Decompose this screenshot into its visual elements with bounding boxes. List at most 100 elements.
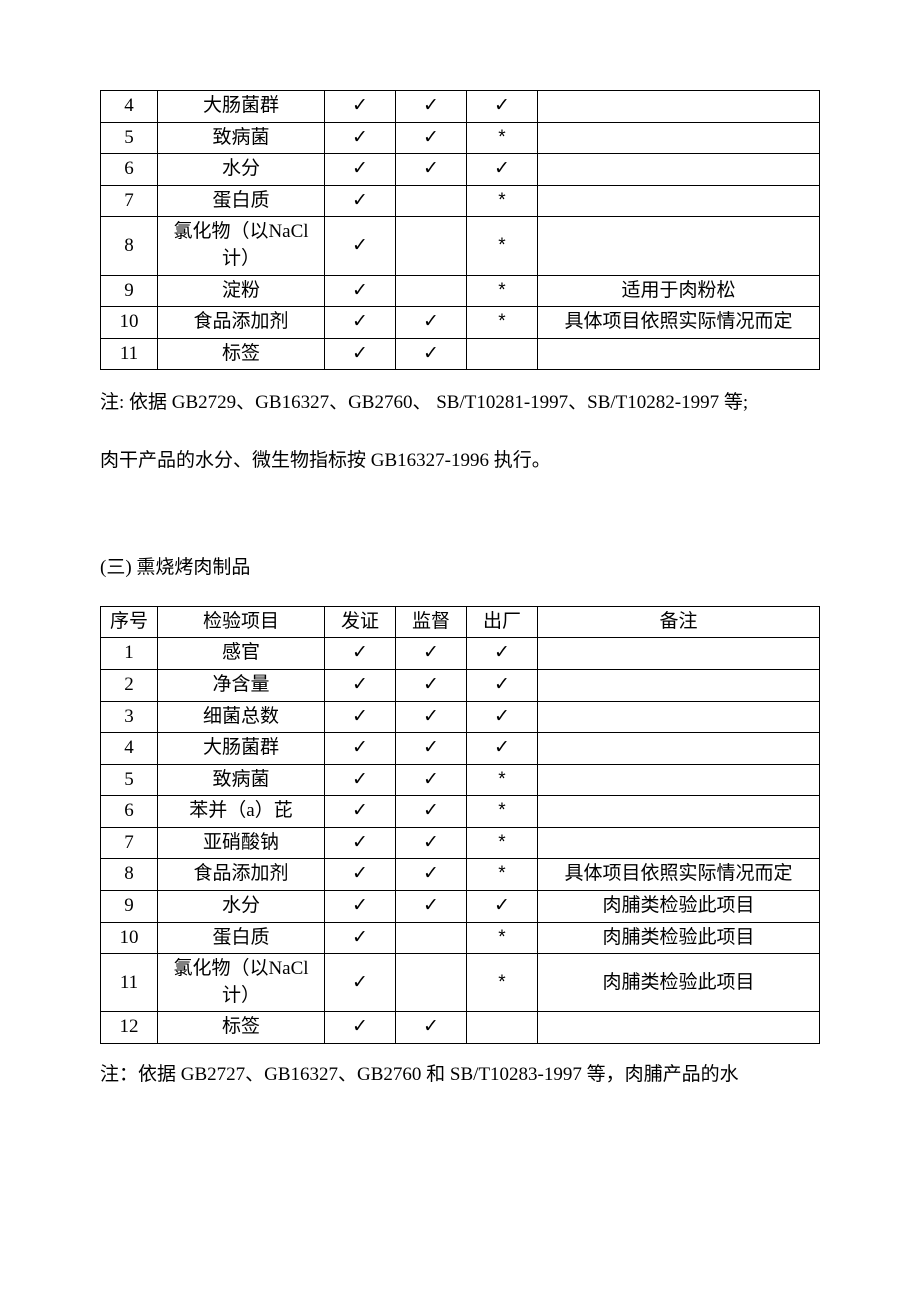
table-row: 2 净含量 ✓ ✓ ✓ [101, 669, 820, 701]
cell-c3: * [467, 764, 538, 796]
cell-c1: ✓ [325, 701, 396, 733]
cell-seq: 11 [101, 954, 158, 1012]
cell-c2: ✓ [396, 91, 467, 123]
cell-note [538, 338, 820, 370]
cell-seq: 7 [101, 827, 158, 859]
cell-c2 [396, 185, 467, 217]
cell-note: 适用于肉粉松 [538, 275, 820, 307]
table-row: 9 水分 ✓ ✓ ✓ 肉脯类检验此项目 [101, 891, 820, 923]
cell-c2: ✓ [396, 733, 467, 765]
cell-c2: ✓ [396, 827, 467, 859]
cell-c3: * [467, 217, 538, 275]
cell-item: 大肠菌群 [158, 733, 325, 765]
cell-c1: ✓ [325, 891, 396, 923]
cell-note [538, 638, 820, 670]
cell-note [538, 733, 820, 765]
cell-seq: 8 [101, 859, 158, 891]
table-row: 5 致病菌 ✓ ✓ * [101, 122, 820, 154]
table-row: 10 食品添加剂 ✓ ✓ * 具体项目依照实际情况而定 [101, 307, 820, 339]
cell-c2 [396, 922, 467, 954]
cell-note: 肉脯类检验此项目 [538, 922, 820, 954]
cell-note: 肉脯类检验此项目 [538, 891, 820, 923]
cell-c3: ✓ [467, 701, 538, 733]
cell-c2 [396, 954, 467, 1012]
cell-c2: ✓ [396, 638, 467, 670]
cell-item: 细菌总数 [158, 701, 325, 733]
cell-c3 [467, 1012, 538, 1044]
cell-c1: ✓ [325, 638, 396, 670]
cell-item: 亚硝酸钠 [158, 827, 325, 859]
cell-seq: 6 [101, 154, 158, 186]
cell-note [538, 796, 820, 828]
cell-c1: ✓ [325, 338, 396, 370]
cell-seq: 3 [101, 701, 158, 733]
cell-c3: * [467, 827, 538, 859]
cell-c1: ✓ [325, 859, 396, 891]
cell-seq: 4 [101, 733, 158, 765]
cell-item: 蛋白质 [158, 922, 325, 954]
cell-c3: * [467, 796, 538, 828]
cell-c3: ✓ [467, 91, 538, 123]
table-1-body: 4 大肠菌群 ✓ ✓ ✓ 5 致病菌 ✓ ✓ * 6 水分 ✓ ✓ ✓ 7 蛋白… [101, 91, 820, 370]
cell-note [538, 764, 820, 796]
cell-seq: 12 [101, 1012, 158, 1044]
cell-c3: ✓ [467, 638, 538, 670]
cell-c1: ✓ [325, 954, 396, 1012]
cell-seq: 10 [101, 922, 158, 954]
table-row: 8 食品添加剂 ✓ ✓ * 具体项目依照实际情况而定 [101, 859, 820, 891]
cell-seq: 9 [101, 275, 158, 307]
cell-c3: ✓ [467, 891, 538, 923]
table-row: 11 标签 ✓ ✓ [101, 338, 820, 370]
cell-item: 大肠菌群 [158, 91, 325, 123]
cell-c2: ✓ [396, 764, 467, 796]
cell-seq: 2 [101, 669, 158, 701]
cell-note [538, 1012, 820, 1044]
cell-c1: ✓ [325, 764, 396, 796]
header-seq: 序号 [101, 606, 158, 638]
cell-note [538, 185, 820, 217]
cell-seq: 9 [101, 891, 158, 923]
cell-c3: ✓ [467, 669, 538, 701]
table-row: 1 感官 ✓ ✓ ✓ [101, 638, 820, 670]
table-inspection-2: 序号 检验项目 发证 监督 出厂 备注 1 感官 ✓ ✓ ✓ 2 净含量 ✓ ✓… [100, 606, 820, 1044]
cell-item: 致病菌 [158, 764, 325, 796]
cell-c1: ✓ [325, 275, 396, 307]
cell-item: 水分 [158, 154, 325, 186]
cell-item: 食品添加剂 [158, 859, 325, 891]
cell-note [538, 669, 820, 701]
table-row: 6 水分 ✓ ✓ ✓ [101, 154, 820, 186]
cell-seq: 8 [101, 217, 158, 275]
table-row: 12 标签 ✓ ✓ [101, 1012, 820, 1044]
cell-item: 致病菌 [158, 122, 325, 154]
table-row: 3 细菌总数 ✓ ✓ ✓ [101, 701, 820, 733]
table-row: 4 大肠菌群 ✓ ✓ ✓ [101, 733, 820, 765]
cell-c1: ✓ [325, 733, 396, 765]
cell-c2: ✓ [396, 154, 467, 186]
cell-item: 氯化物（以NaCl 计） [158, 954, 325, 1012]
cell-c3: * [467, 922, 538, 954]
header-item: 检验项目 [158, 606, 325, 638]
cell-c3: ✓ [467, 733, 538, 765]
cell-note [538, 217, 820, 275]
header-note: 备注 [538, 606, 820, 638]
cell-item: 食品添加剂 [158, 307, 325, 339]
cell-c3: * [467, 275, 538, 307]
table-row: 9 淀粉 ✓ * 适用于肉粉松 [101, 275, 820, 307]
cell-c1: ✓ [325, 796, 396, 828]
cell-item: 水分 [158, 891, 325, 923]
cell-item: 氯化物（以NaCl 计） [158, 217, 325, 275]
cell-c1: ✓ [325, 669, 396, 701]
cell-c2: ✓ [396, 1012, 467, 1044]
cell-item: 净含量 [158, 669, 325, 701]
cell-c3 [467, 338, 538, 370]
cell-c1: ✓ [325, 217, 396, 275]
cell-seq: 7 [101, 185, 158, 217]
cell-c1: ✓ [325, 827, 396, 859]
cell-c3: * [467, 954, 538, 1012]
cell-c1: ✓ [325, 154, 396, 186]
cell-item: 感官 [158, 638, 325, 670]
header-c1: 发证 [325, 606, 396, 638]
note-text-1-line2: 肉干产品的水分、微生物指标按 GB16327-1996 执行。 [100, 436, 820, 485]
note-text-2: 注：依据 GB2727、GB16327、GB2760 和 SB/T10283-1… [100, 1050, 820, 1099]
section-3-heading: (三) 熏烧烤肉制品 [100, 555, 820, 582]
